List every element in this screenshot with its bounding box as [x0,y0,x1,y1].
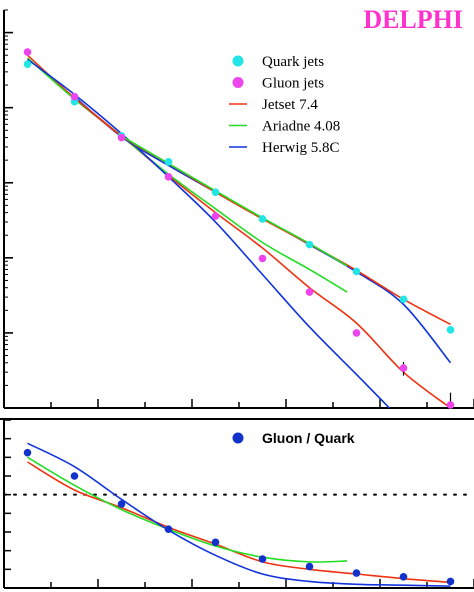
series-line-ariadne-4-08 [27,456,348,563]
data-point-gluon-jets [258,254,267,263]
legend-label-quark-jets: Quark jets [262,54,324,70]
data-point-gluon-quark [352,569,361,577]
data-point-gluon-jets [305,288,314,296]
data-point-quark-jets [305,240,314,249]
data-point-gluon-quark [164,525,173,533]
legend-marker-gluon-quark [232,432,244,444]
data-point-gluon-quark [258,555,267,563]
legend-label-jetset-7-4: Jetset 7.4 [262,97,318,113]
series-line-herwig-5-8c [27,442,451,587]
data-point-gluon-quark [399,573,408,581]
data-point-gluon-jets [399,364,408,372]
data-point-gluon-quark [446,577,455,586]
data-point-gluon-quark [117,500,126,508]
data-point-gluon-jets [352,329,361,337]
series-line-herwig-5-8c [27,58,390,409]
data-point-gluon-jets [211,212,220,220]
data-point-quark-jets [258,215,267,223]
data-point-gluon-jets [23,48,32,56]
legend-label-gluon-quark: Gluon / Quark [262,430,355,446]
data-point-gluon-quark [70,472,79,480]
data-point-gluon-jets [164,173,173,181]
data-point-quark-jets [23,60,32,68]
data-point-gluon-quark [211,538,220,547]
series-line-ariadne-4-08 [26,57,348,293]
legend-label-herwig-5-8c: Herwig 5.8C [262,140,340,156]
ratio-panel: Gluon / Quark [3,419,474,589]
data-point-gluon-jets [446,401,455,409]
legend-marker-gluon-jets [232,77,244,88]
data-point-gluon-jets [117,133,126,142]
delphi-logo-text: DELPHI [363,5,463,34]
data-point-quark-jets [211,188,220,196]
series-line-herwig-5-8c-quark- [73,96,452,364]
data-point-quark-jets [446,326,455,334]
data-point-gluon-jets [70,92,79,101]
multiplicity-panel: Quark jets Gluon jets Jetset 7.4 Ariadne 4.… [3,9,474,409]
legend-marker-quark-jets [232,55,244,67]
data-point-gluon-quark [305,562,314,571]
data-point-quark-jets [399,295,408,304]
data-point-quark-jets [352,267,361,276]
series-line-jetset-7-4 [27,461,451,584]
data-point-gluon-quark [23,448,32,457]
legend-label-gluon-jets: Gluon jets [262,76,324,92]
legend-label-ariadne-4-08: Ariadne 4.08 [262,119,340,135]
data-point-quark-jets [164,158,173,166]
